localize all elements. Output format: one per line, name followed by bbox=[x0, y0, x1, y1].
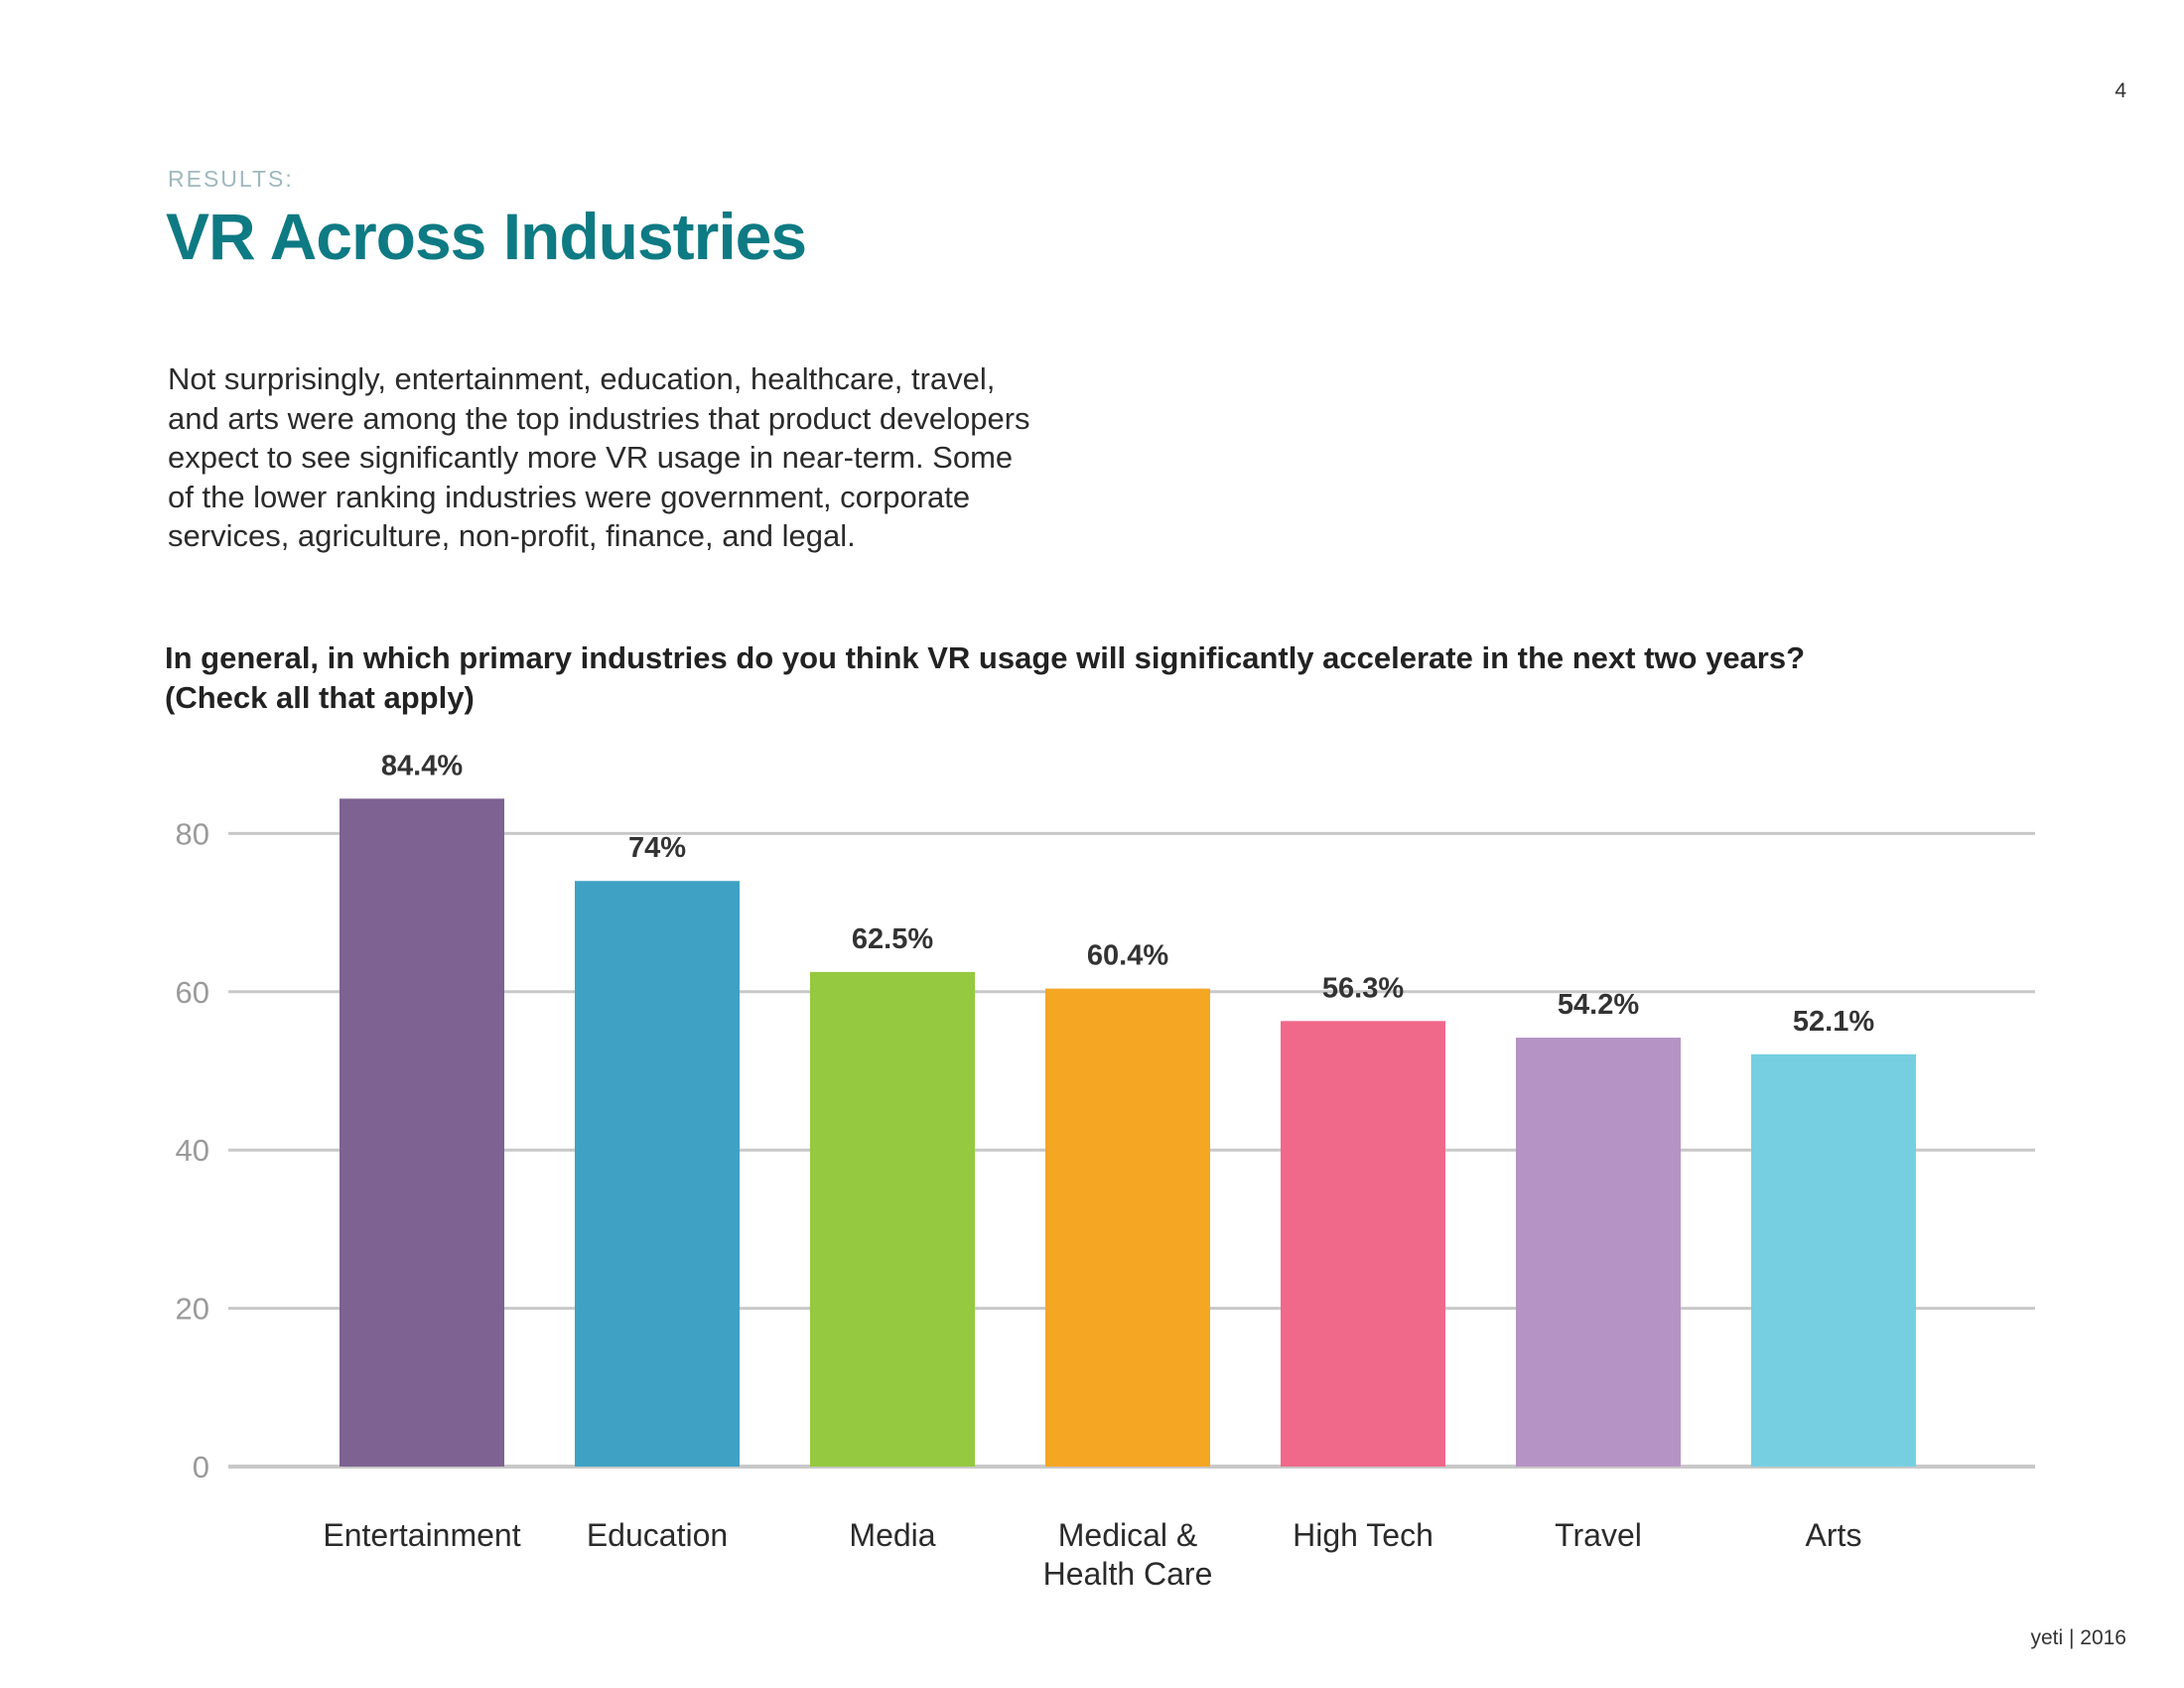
x-tick-label: Arts bbox=[1806, 1517, 1862, 1553]
x-tick-label: High Tech bbox=[1293, 1517, 1433, 1553]
data-label: 56.3% bbox=[1322, 972, 1404, 1004]
y-tick-label: 0 bbox=[193, 1450, 209, 1484]
data-label: 62.5% bbox=[852, 923, 933, 955]
bar bbox=[1045, 988, 1210, 1467]
bar bbox=[575, 881, 740, 1467]
data-label: 74% bbox=[628, 832, 686, 864]
x-tick-label: Travel bbox=[1555, 1517, 1642, 1553]
page-title: VR Across Industries bbox=[166, 200, 807, 273]
bar bbox=[1516, 1038, 1681, 1467]
y-tick-label: 60 bbox=[176, 975, 209, 1010]
chart-question: In general, in which primary industries … bbox=[165, 640, 1806, 715]
data-label: 52.1% bbox=[1793, 1006, 1874, 1038]
x-tick-label: Media bbox=[849, 1517, 935, 1553]
x-tick-label: Entertainment bbox=[323, 1517, 520, 1553]
section-label: RESULTS: bbox=[168, 166, 294, 192]
data-label: 54.2% bbox=[1558, 989, 1639, 1021]
bar bbox=[1751, 1054, 1916, 1467]
footer: yeti | 2016 bbox=[2030, 1626, 2126, 1649]
x-tick-label: Education bbox=[587, 1517, 728, 1553]
data-label: 60.4% bbox=[1087, 940, 1168, 972]
x-tick-label: Medical & Health Care bbox=[1043, 1517, 1213, 1592]
data-label: 84.4% bbox=[381, 750, 463, 781]
y-tick-label: 40 bbox=[176, 1133, 209, 1168]
bar bbox=[1281, 1021, 1445, 1467]
body-text: Not surprisingly, entertainment, educati… bbox=[168, 361, 1030, 553]
bar bbox=[340, 798, 504, 1467]
y-tick-label: 20 bbox=[176, 1292, 209, 1327]
page-number: 4 bbox=[2115, 79, 2126, 102]
bar bbox=[810, 971, 975, 1467]
y-tick-label: 80 bbox=[176, 816, 209, 851]
